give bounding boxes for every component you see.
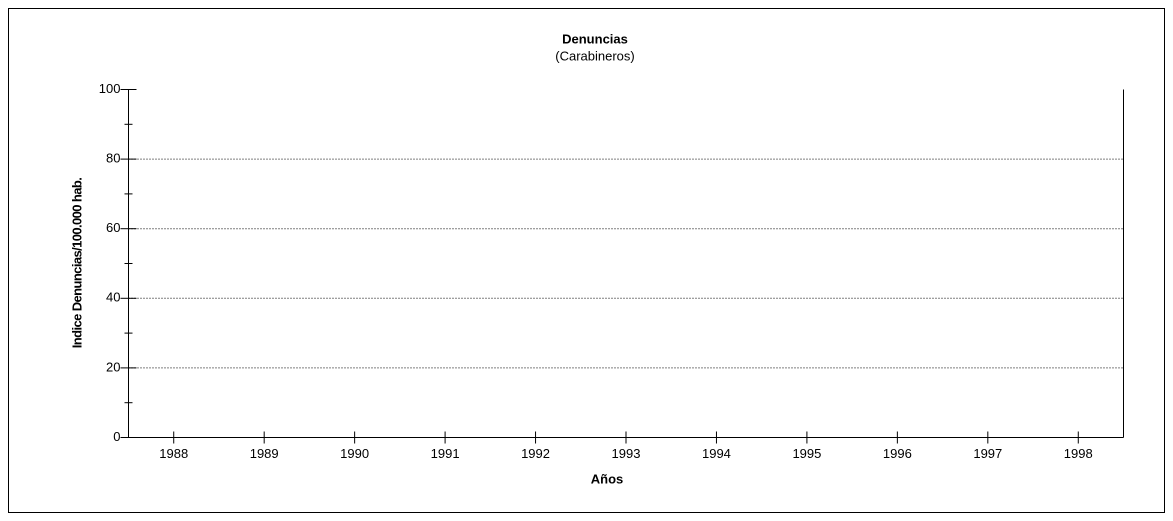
x-axis-label: Años (591, 471, 624, 486)
x-tick-label: 1994 (702, 446, 731, 461)
x-tick-label: 1995 (792, 446, 821, 461)
x-tick-label: 1996 (883, 446, 912, 461)
x-tick-label: 1992 (521, 446, 550, 461)
frame (8, 8, 1165, 513)
x-tick-label: 1988 (159, 446, 188, 461)
chart-subtitle: (Carabineros) (555, 48, 634, 63)
y-tick-label: 100 (99, 81, 121, 96)
y-tick-label: 80 (106, 151, 120, 166)
chart-title: Denuncias (562, 31, 628, 46)
x-tick-label: 1997 (973, 446, 1002, 461)
y-tick-label: 40 (106, 290, 120, 305)
x-tick-label: 1990 (340, 446, 369, 461)
y-tick-label: 20 (106, 359, 120, 374)
y-axis-label: Indice Denuncias/100.000 hab. (69, 178, 84, 348)
y-tick-label: 60 (106, 220, 120, 235)
x-tick-label: 1998 (1064, 446, 1093, 461)
x-tick-label: 1991 (431, 446, 460, 461)
y-tick-label: 0 (113, 429, 120, 444)
x-tick-label: 1989 (250, 446, 279, 461)
x-tick-label: 1993 (612, 446, 641, 461)
